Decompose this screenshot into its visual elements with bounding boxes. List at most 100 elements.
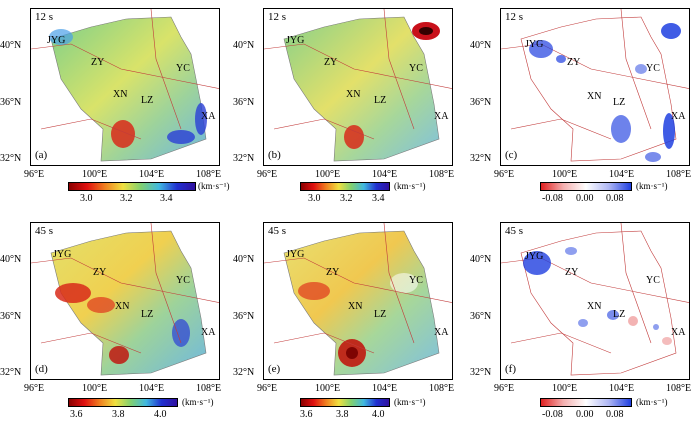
city-label: XA — [434, 111, 449, 122]
lat-tick: 36°N — [0, 97, 22, 108]
lat-tick: 36°N — [0, 311, 22, 322]
city-label: LZ — [613, 97, 626, 108]
colorbar-tick: 3.8 — [112, 409, 125, 420]
city-label: XN — [348, 301, 363, 312]
lon-tick: 104°E — [139, 169, 165, 180]
period-label: 45 s — [35, 225, 54, 237]
colorbar-tick: 0.08 — [606, 193, 624, 204]
lat-tick: 36°N — [470, 311, 492, 322]
colorbar-tick: 0.00 — [576, 193, 594, 204]
city-label: XA — [434, 327, 449, 338]
lat-tick: 32°N — [0, 367, 22, 378]
city-label: LZ — [374, 309, 387, 320]
city-label: YC — [176, 275, 190, 286]
colorbar-tick: 4.0 — [154, 409, 167, 420]
lon-tick: 100°E — [552, 169, 578, 180]
city-label: JYG — [525, 39, 544, 50]
colorbar-unit: (km·s⁻¹) — [394, 181, 426, 191]
lon-tick: 108°E — [429, 169, 455, 180]
velocity-map — [31, 9, 219, 162]
lat-tick: 40°N — [470, 254, 492, 265]
colorbar-tick: 3.4 — [160, 193, 173, 204]
map-frame: 12 s (c) JYG ZY YC XN LZ XA — [500, 8, 690, 166]
lon-tick: 96°E — [257, 383, 278, 394]
lon-tick: 96°E — [494, 169, 515, 180]
colorbar-tick: 3.2 — [340, 193, 353, 204]
city-label: LZ — [613, 309, 626, 320]
panel-label: (a) — [35, 149, 48, 161]
colorbar-tick: 3.0 — [308, 193, 321, 204]
lon-tick: 108°E — [429, 383, 455, 394]
lon-tick: 100°E — [82, 169, 108, 180]
colorbar-unit: (km·s⁻¹) — [636, 181, 668, 191]
lon-tick: 104°E — [139, 383, 165, 394]
lon-tick: 104°E — [609, 383, 635, 394]
panel-label: (e) — [268, 363, 281, 375]
colorbar-tick: 3.6 — [70, 409, 83, 420]
colorbar-tick: -0.08 — [542, 193, 563, 204]
colorbar-unit: (km·s⁻¹) — [198, 181, 230, 191]
colorbar-tick: 3.6 — [300, 409, 313, 420]
colorbar-unit: (km·s⁻¹) — [636, 397, 668, 407]
lat-tick: 36°N — [470, 97, 492, 108]
lat-tick: 40°N — [470, 40, 492, 51]
lat-tick: 32°N — [0, 153, 22, 164]
colorbar-unit: (km·s⁻¹) — [182, 397, 214, 407]
panel-label: (d) — [35, 363, 48, 375]
period-label: 45 s — [268, 225, 287, 237]
city-label: ZY — [326, 267, 340, 278]
colorbar-tick: 3.2 — [120, 193, 133, 204]
city-label: ZY — [567, 57, 581, 68]
lat-tick: 36°N — [233, 97, 255, 108]
colorbar-tick: 0.00 — [576, 409, 594, 420]
lat-tick: 40°N — [0, 254, 22, 265]
colorbar-tick: 4.0 — [372, 409, 385, 420]
lon-tick: 100°E — [552, 383, 578, 394]
period-label: 12 s — [35, 11, 54, 23]
city-label: ZY — [93, 267, 107, 278]
period-label: 45 s — [505, 225, 524, 237]
map-frame: 45 s (f) JYG ZY YC XN LZ XA — [500, 222, 690, 380]
city-label: YC — [409, 63, 423, 74]
map-frame: 12 s (a) JYG ZY YC XN LZ XA — [30, 8, 220, 166]
lon-tick: 104°E — [372, 169, 398, 180]
lat-tick: 32°N — [470, 367, 492, 378]
city-label: LZ — [141, 95, 154, 106]
lat-tick: 32°N — [233, 367, 255, 378]
difference-map — [501, 223, 689, 376]
velocity-map — [264, 9, 452, 162]
panel-label: (c) — [505, 149, 518, 161]
lon-tick: 100°E — [315, 383, 341, 394]
city-label: JYG — [286, 249, 305, 260]
lon-tick: 104°E — [372, 383, 398, 394]
city-label: JYG — [47, 35, 66, 46]
city-label: YC — [176, 63, 190, 74]
lon-tick: 100°E — [315, 169, 341, 180]
lon-tick: 108°E — [666, 169, 692, 180]
lon-tick: 108°E — [196, 169, 222, 180]
map-frame: 45 s (e) JYG ZY YC XN LZ XA — [263, 222, 453, 380]
colorbar-tick: 0.08 — [606, 409, 624, 420]
map-frame: 12 s (b) JYG ZY YC XN LZ XA — [263, 8, 453, 166]
city-label: XN — [346, 89, 361, 100]
city-label: JYG — [525, 251, 544, 262]
city-label: XN — [115, 301, 130, 312]
lat-tick: 40°N — [233, 254, 255, 265]
lon-tick: 96°E — [24, 169, 45, 180]
lat-tick: 40°N — [0, 40, 22, 51]
city-label: XA — [201, 111, 216, 122]
lon-tick: 104°E — [609, 169, 635, 180]
city-label: ZY — [324, 57, 338, 68]
lat-tick: 32°N — [470, 153, 492, 164]
city-label: XA — [671, 111, 686, 122]
colorbar-tick: 3.4 — [372, 193, 385, 204]
lon-tick: 96°E — [24, 383, 45, 394]
colorbar-unit: (km·s⁻¹) — [394, 397, 426, 407]
city-label: ZY — [565, 267, 579, 278]
lon-tick: 100°E — [82, 383, 108, 394]
city-label: YC — [409, 275, 423, 286]
city-label: JYG — [286, 35, 305, 46]
lon-tick: 108°E — [196, 383, 222, 394]
velocity-map — [31, 223, 219, 376]
city-label: XN — [587, 91, 602, 102]
